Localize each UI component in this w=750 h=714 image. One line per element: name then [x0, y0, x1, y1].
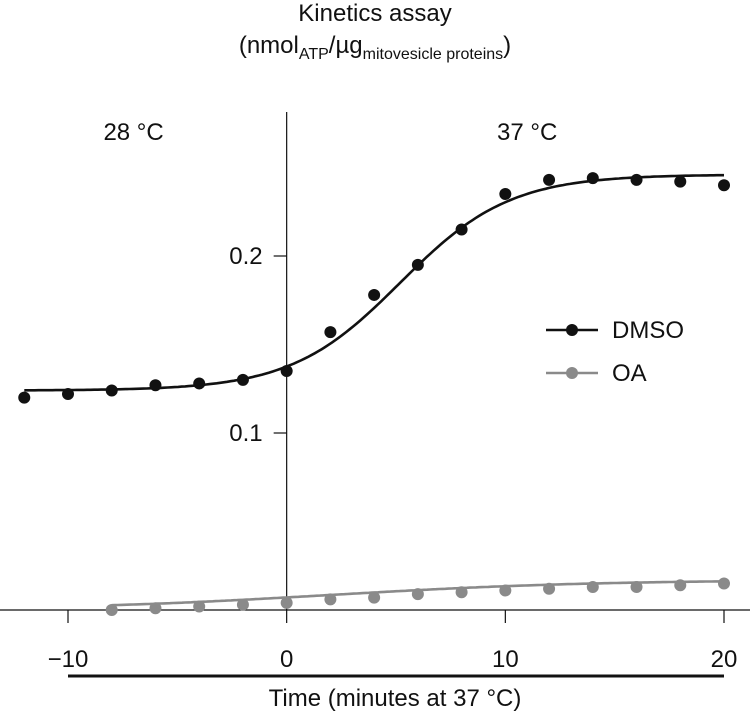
data-point-dmso: [718, 179, 730, 192]
x-tick-label: −10: [48, 646, 89, 673]
chart-title: Kinetics assay: [298, 0, 452, 27]
data-point-dmso: [149, 379, 162, 392]
y-label-sub-atp: ATP: [298, 46, 329, 63]
legend-label-dmso: DMSO: [612, 317, 684, 344]
data-point-dmso: [674, 175, 687, 188]
y-label-mid: /µg: [328, 32, 363, 59]
data-point-oa: [280, 596, 293, 609]
legend-marker-dmso: [566, 324, 578, 336]
data-point-dmso: [368, 288, 381, 301]
y-tick-label: 0.2: [229, 243, 262, 270]
data-point-oa: [193, 600, 206, 613]
data-point-dmso: [630, 173, 643, 186]
data-point-oa: [236, 598, 249, 611]
data-point-oa: [455, 586, 468, 599]
data-point-dmso: [236, 373, 249, 386]
data-point-dmso: [193, 377, 206, 390]
data-point-dmso: [586, 172, 599, 185]
temperature-region-label: 37 °C: [497, 119, 557, 146]
data-point-dmso: [324, 326, 337, 339]
data-point-oa: [543, 582, 556, 595]
y-label-sub-proteins: mitovesicle proteins: [362, 46, 504, 63]
y-label-close: ): [503, 32, 512, 59]
legend-marker-oa: [566, 367, 578, 379]
data-point-dmso: [499, 188, 512, 201]
x-axis-label: Time (minutes at 37 °C): [269, 685, 522, 712]
series-line-dmso: [24, 173, 724, 392]
data-point-dmso: [18, 391, 31, 404]
data-point-dmso: [411, 258, 424, 271]
data-point-dmso: [62, 388, 74, 401]
data-point-oa: [674, 579, 687, 592]
y-label-open: (nmol: [238, 32, 299, 59]
temperature-region-label: 28 °C: [103, 119, 163, 146]
x-tick-label: 0: [280, 646, 293, 673]
data-point-dmso: [455, 223, 468, 236]
data-point-oa: [324, 593, 337, 606]
data-point-dmso: [105, 384, 118, 397]
data-point-oa: [411, 588, 424, 601]
data-point-oa: [368, 591, 381, 604]
data-point-dmso: [280, 365, 293, 378]
data-point-oa: [718, 577, 730, 590]
data-point-oa: [499, 584, 512, 597]
data-point-oa: [586, 580, 599, 593]
data-point-oa: [630, 580, 643, 593]
data-point-dmso: [543, 173, 556, 186]
x-tick-label: 10: [492, 646, 519, 673]
x-tick-label: 20: [711, 646, 738, 673]
data-point-oa: [105, 604, 118, 616]
legend-label-oa: OA: [612, 360, 647, 387]
y-tick-label: 0.1: [229, 420, 262, 447]
y-axis-label: (nmolATP/µgmitovesicle proteins): [0, 32, 750, 64]
data-point-oa: [149, 602, 162, 615]
